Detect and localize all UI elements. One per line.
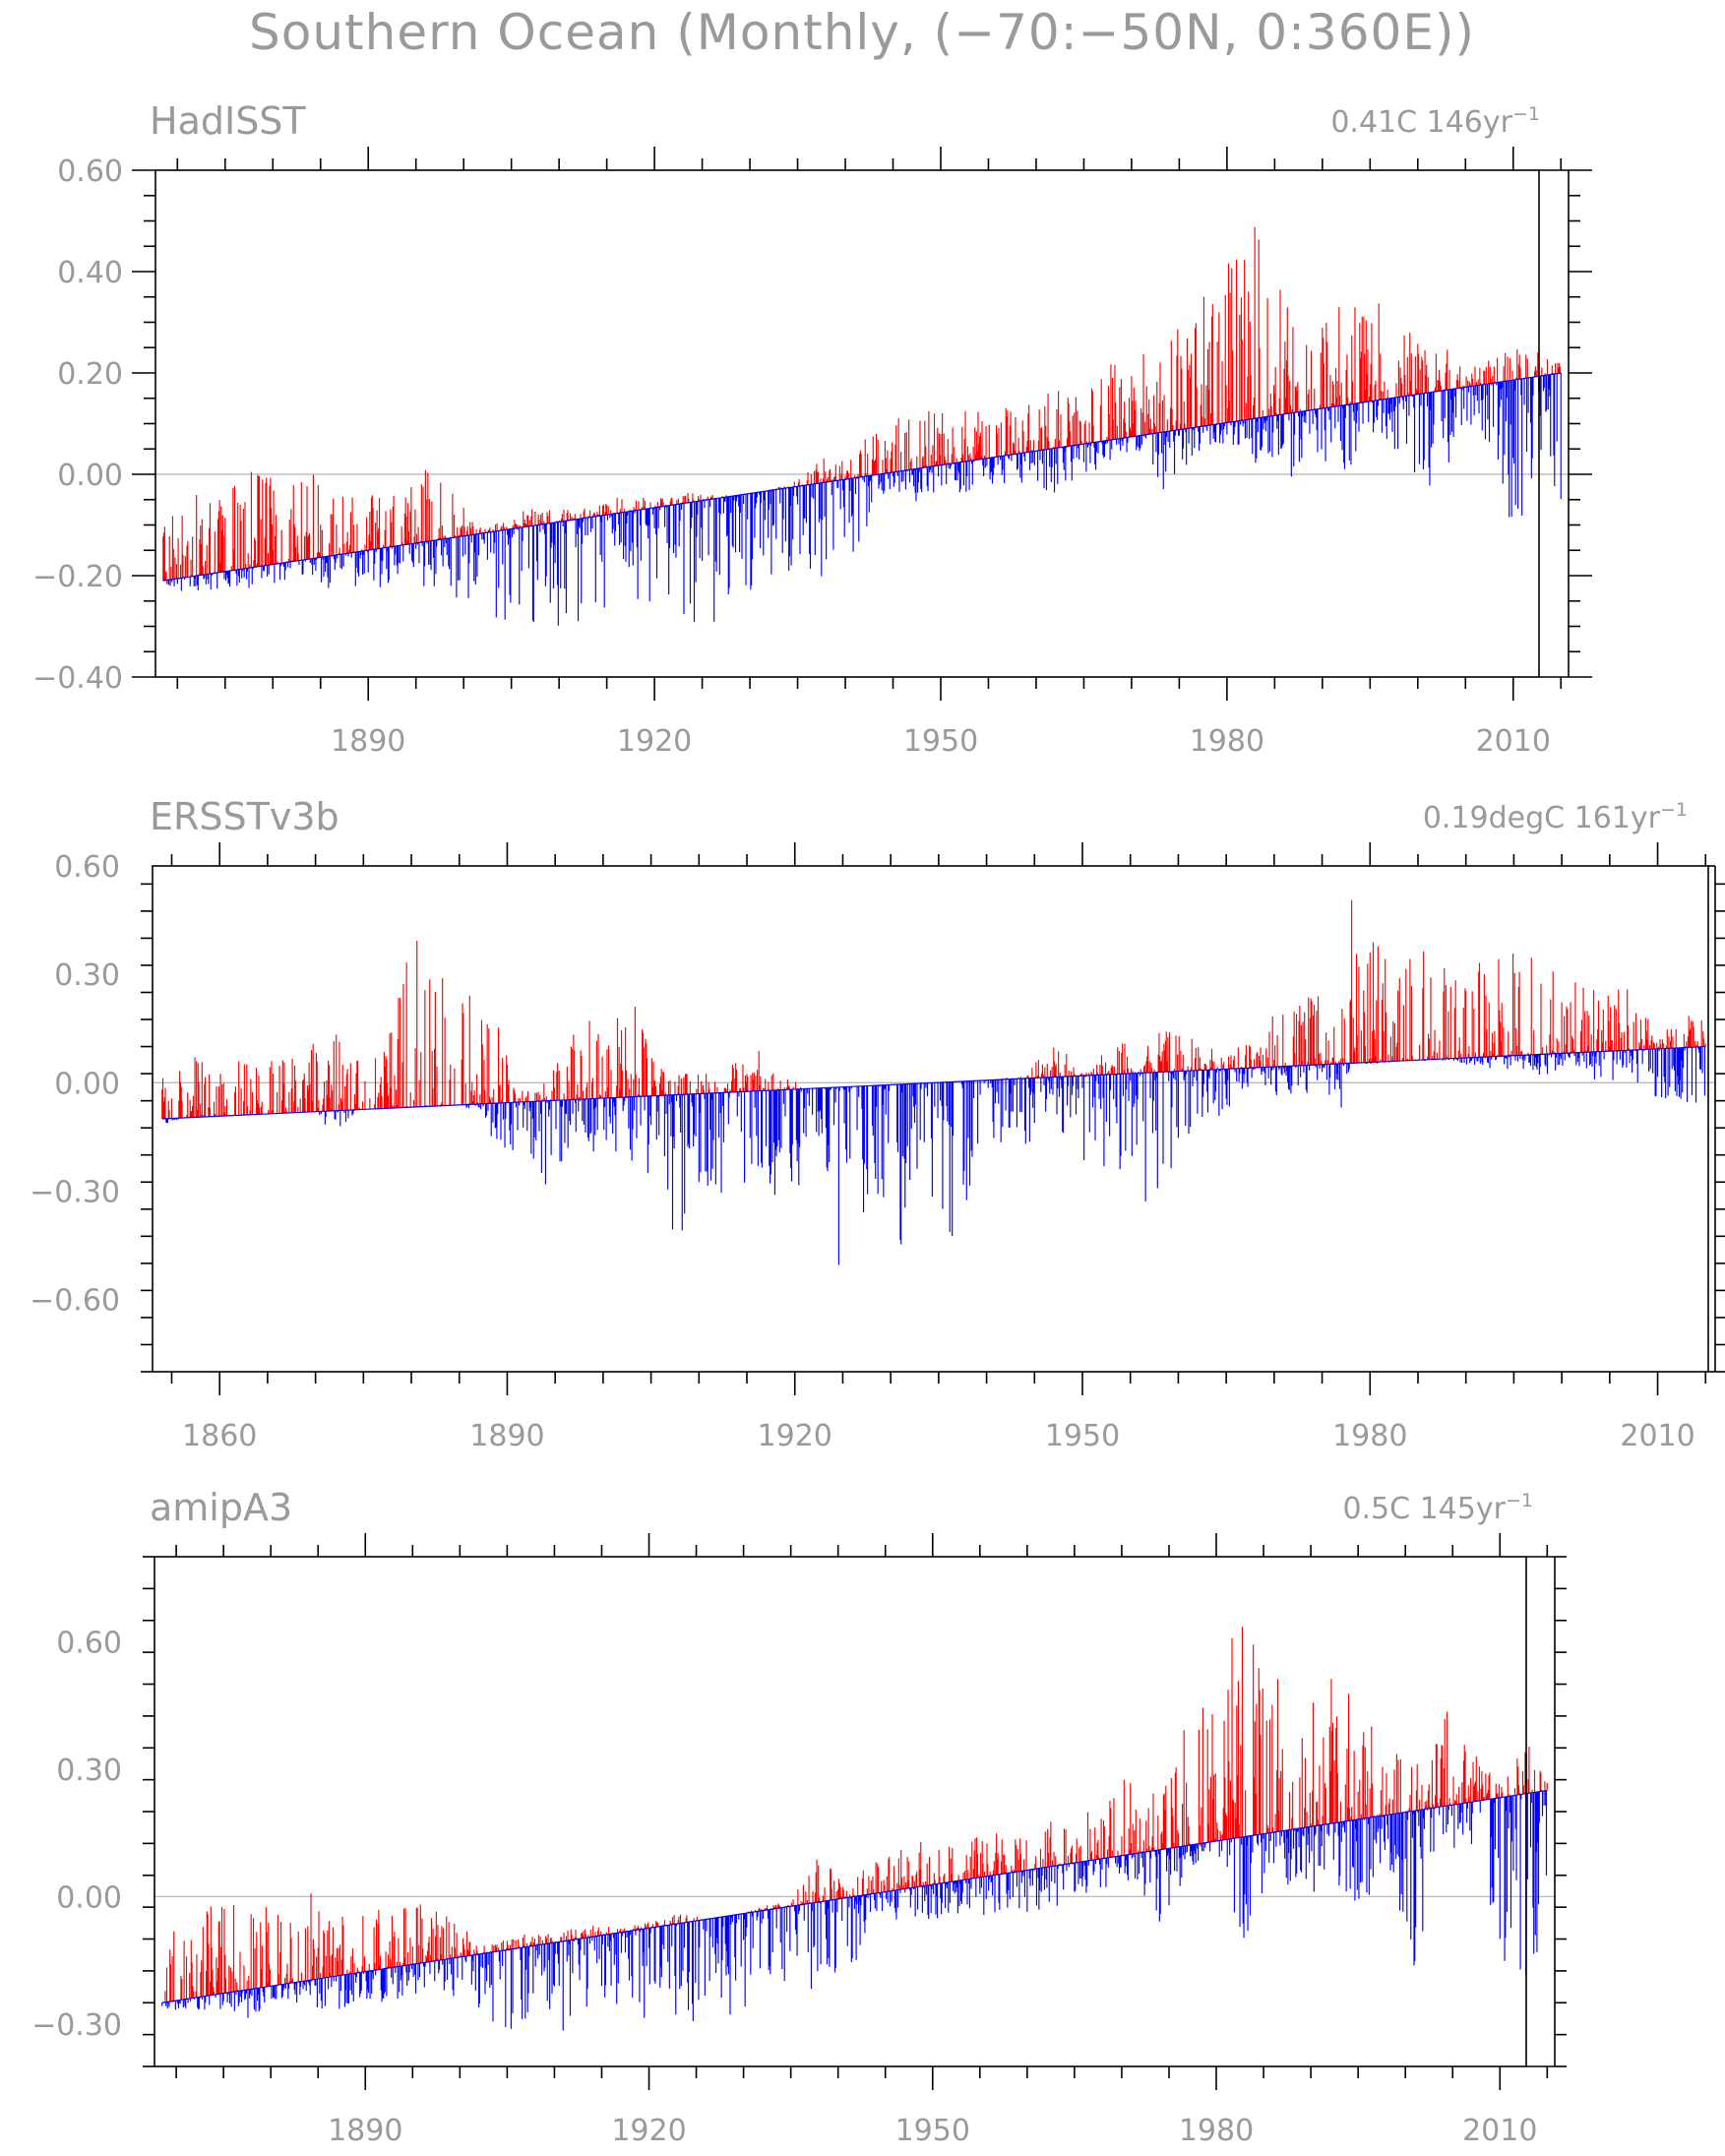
trend-line-amipa3	[161, 1789, 1548, 2003]
x-tick-label-ersstv3b: 1980	[1332, 1419, 1407, 1453]
y-tick-label-hadisst: 0.00	[57, 459, 123, 493]
trend-line-hadisst	[162, 372, 1562, 582]
y-tick-label-ersstv3b: 0.30	[54, 958, 120, 993]
x-tick-label-ersstv3b: 2010	[1620, 1419, 1694, 1453]
panel-title-ersstv3b: ERSSTv3b	[150, 795, 339, 838]
trend-label-text-hadisst: 0.41C 146yr	[1330, 105, 1512, 140]
y-tick-label-hadisst: 0.60	[57, 154, 123, 189]
y-tick-label-hadisst: 0.20	[57, 357, 123, 392]
trend-label-exponent-hadisst: −1	[1512, 103, 1540, 125]
x-tick-label-amipa3: 1950	[895, 2114, 970, 2148]
negative-anomaly-bars-ersstv3b	[165, 1046, 1706, 1265]
plot-frame-ersstv3b	[152, 865, 1709, 1373]
trend-label-exponent-ersstv3b: −1	[1660, 799, 1688, 821]
x-tick-label-hadisst: 1920	[617, 724, 692, 759]
trend-label-text-ersstv3b: 0.19degC 161yr	[1423, 801, 1661, 835]
x-tick-label-amipa3: 1920	[611, 2114, 686, 2148]
negative-anomaly-path-hadisst	[166, 373, 1562, 626]
panel-ersstv3b: ERSSTv3b 0.19degC 161yr−1 −0.60 −0.30 0.00…	[30, 795, 1725, 1453]
y-tick-label-hadisst: −0.20	[32, 560, 123, 594]
y-tick-label-ersstv3b: −0.30	[30, 1175, 120, 1209]
trend-label-ersstv3b: 0.19degC 161yr−1	[1423, 799, 1688, 835]
trend-label-text-amipa3: 0.5C 145yr	[1342, 1492, 1506, 1526]
positive-anomaly-bars-ersstv3b	[161, 899, 1706, 1119]
y-tick-label-ersstv3b: 0.00	[54, 1067, 120, 1101]
x-tick-label-amipa3: 1890	[328, 2114, 402, 2148]
panel-title-hadisst: HadISST	[150, 99, 306, 143]
x-tick-label-hadisst: 1890	[331, 724, 405, 759]
x-tick-label-amipa3: 2010	[1462, 2114, 1537, 2148]
x-tick-label-hadisst: 1980	[1190, 724, 1264, 759]
negative-anomaly-bars-amipa3	[161, 1790, 1548, 2031]
panel-hadisst: HadISST 0.41C 146yr−1 −0.40 −0.20 0.00 0.20…	[32, 99, 1592, 759]
y-tick-label-amipa3: 0.30	[56, 1754, 122, 1788]
x-tick-label-ersstv3b: 1890	[469, 1419, 544, 1453]
y-tick-label-amipa3: −0.30	[31, 2008, 122, 2043]
plot-area-amipa3: −0.30 0.00 0.30 0.60 1890 1920 1950 1980 2010	[31, 1533, 1567, 2148]
negative-anomaly-bars-hadisst	[166, 373, 1562, 626]
plot-area-hadisst: −0.40 −0.20 0.00 0.20 0.40 0.60 1890 1920 1950 19…	[32, 147, 1592, 759]
x-tick-label-ersstv3b: 1860	[182, 1419, 257, 1453]
trend-label-hadisst: 0.41C 146yr−1	[1330, 103, 1540, 140]
negative-anomaly-path-ersstv3b	[165, 1046, 1706, 1265]
x-tick-label-hadisst: 1950	[903, 724, 978, 759]
y-tick-label-amipa3: 0.00	[56, 1880, 122, 1915]
x-tick-label-hadisst: 2010	[1476, 724, 1551, 759]
y-tick-label-hadisst: −0.40	[32, 661, 123, 696]
y-tick-label-ersstv3b: 0.60	[54, 850, 120, 885]
trend-line-ersstv3b	[161, 1045, 1706, 1120]
plot-area-ersstv3b: −0.60 −0.30 0.00 0.30 0.60 1860 1890 1920 1950 19…	[30, 842, 1725, 1453]
x-tick-label-amipa3: 1980	[1179, 2114, 1254, 2148]
trend-label-exponent-amipa3: −1	[1506, 1490, 1533, 1511]
y-tick-label-ersstv3b: −0.60	[30, 1284, 120, 1319]
positive-anomaly-path-ersstv3b	[161, 899, 1706, 1119]
panel-title-amipa3: amipA3	[150, 1486, 292, 1529]
panel-amipa3: amipA3 0.5C 145yr−1 −0.30 0.00 0.30 0.60 189…	[31, 1486, 1567, 2148]
trend-label-amipa3: 0.5C 145yr−1	[1342, 1490, 1533, 1526]
x-tick-label-ersstv3b: 1950	[1045, 1419, 1120, 1453]
y-tick-label-amipa3: 0.60	[56, 1626, 122, 1660]
y-tick-label-hadisst: 0.40	[57, 256, 123, 290]
x-tick-label-ersstv3b: 1920	[758, 1419, 832, 1453]
figure-title: Southern Ocean (Monthly, (−70:−50N, 0:36…	[249, 4, 1475, 61]
negative-anomaly-path-amipa3	[161, 1790, 1548, 2031]
